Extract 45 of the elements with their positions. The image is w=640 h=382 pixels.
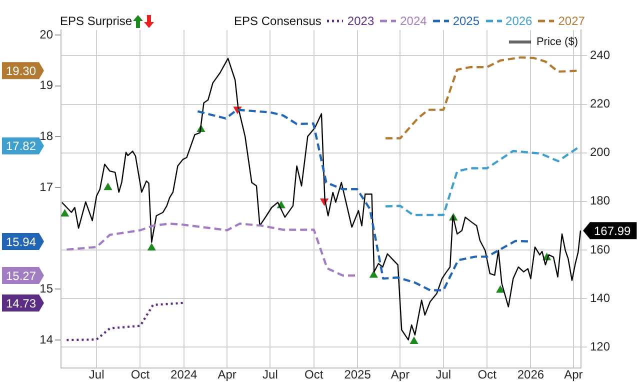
legend-label: 2026 [506, 14, 532, 28]
x-tick-label: Oct [130, 368, 150, 382]
legend-label: 2024 [400, 14, 427, 28]
point [147, 243, 156, 251]
y2-tick-label: 140 [590, 290, 610, 305]
y2-tick-label: 120 [590, 339, 610, 354]
y-tick-label: 14 [40, 332, 54, 346]
point [410, 336, 418, 344]
y-tick-label: 17 [40, 180, 54, 194]
x-tick-label: Oct [478, 368, 498, 382]
y2-tick-label: 240 [590, 48, 610, 62]
y2-tick-label: 160 [590, 242, 610, 256]
x-tick-label: Apr [218, 368, 236, 382]
text: EPS Surprise [60, 14, 132, 28]
text: 14.73 [6, 296, 36, 310]
x-tick-label: Apr [390, 368, 410, 382]
legend-label: 2025 [452, 14, 480, 28]
text: 19.30 [6, 64, 36, 78]
line-series [66, 302, 184, 342]
y-tick-label: 20 [40, 27, 54, 42]
y2-tick-label: 180 [590, 194, 610, 208]
legend-label: 2023 [347, 14, 374, 28]
point [104, 182, 112, 190]
x-tick-label: Apr [564, 368, 583, 382]
point [61, 209, 70, 217]
text: 17.82 [6, 139, 36, 154]
legend-label: 2027 [558, 14, 585, 28]
data-label: 167.99 [594, 224, 632, 238]
text: 15.94 [6, 234, 36, 249]
x-tick-label: 2025 [344, 368, 372, 382]
x-tick-label: Jul [262, 368, 278, 382]
text: EPS Consensus [234, 14, 322, 28]
y2-tick-label: 220 [590, 96, 610, 111]
x-tick-label: Oct [304, 368, 324, 382]
x-tick-label: Jul [88, 368, 104, 382]
point [496, 285, 505, 293]
x-tick-label: 2024 [170, 368, 198, 382]
y2-tick-label: 200 [590, 145, 610, 160]
x-tick-label: 2026 [517, 368, 544, 382]
y-tick-label: 19 [40, 78, 54, 92]
text: 15.27 [6, 268, 36, 283]
y-tick-label: 18 [40, 129, 54, 144]
y-tick-label: 15 [40, 282, 54, 296]
legend-label: Price ($) [536, 36, 578, 48]
x-tick-label: Jul [436, 368, 452, 382]
